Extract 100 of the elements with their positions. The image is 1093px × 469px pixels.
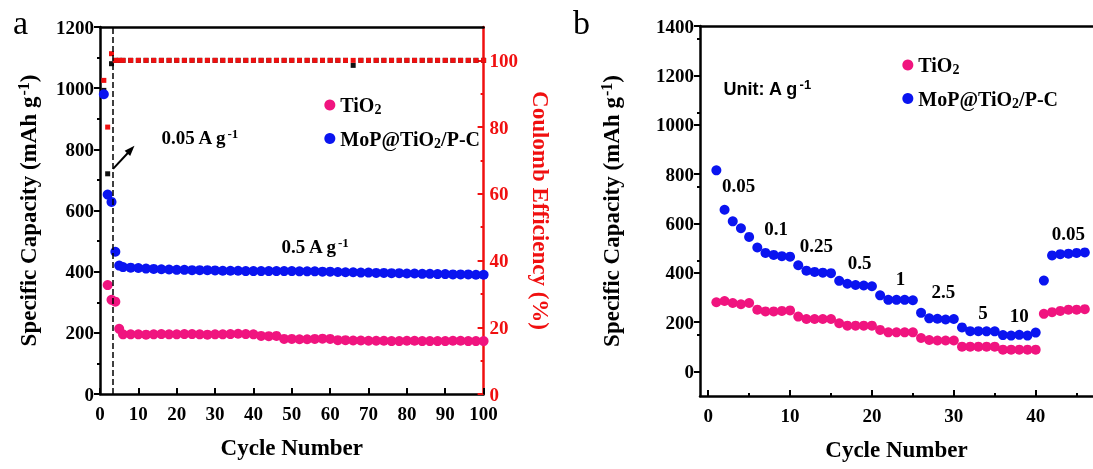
point	[1014, 344, 1025, 355]
annotation: 5	[978, 301, 988, 323]
point	[1038, 308, 1049, 319]
point	[924, 313, 935, 324]
chart-title: a	[13, 3, 29, 41]
point	[350, 57, 356, 63]
point	[1063, 248, 1074, 259]
point	[842, 278, 853, 289]
point	[1079, 247, 1090, 258]
point	[727, 216, 738, 227]
point	[834, 275, 845, 286]
point	[1038, 275, 1049, 286]
point	[793, 260, 804, 271]
y-tick-label: 600	[65, 200, 94, 221]
x-tick-label: 60	[320, 403, 340, 424]
x-axis-title: Cycle Number	[220, 435, 364, 460]
point	[965, 341, 976, 352]
y-tick-label: 400	[65, 261, 94, 283]
point	[866, 281, 877, 292]
point	[785, 251, 796, 262]
point	[1006, 344, 1017, 355]
x-axis-title: Cycle Number	[825, 437, 968, 462]
point	[105, 124, 111, 130]
annotation: 0.5	[847, 252, 872, 274]
point	[101, 77, 107, 83]
point	[826, 314, 836, 325]
point	[98, 89, 109, 100]
point	[957, 322, 967, 333]
point	[801, 265, 812, 276]
point	[1047, 250, 1058, 261]
point	[907, 295, 918, 306]
x-tick-label: 50	[282, 403, 302, 424]
annotation: 0.25	[799, 234, 833, 256]
point	[735, 223, 746, 234]
y2-tick-label: 100	[489, 49, 519, 71]
point	[957, 341, 967, 352]
y-tick-label: 800	[665, 163, 694, 185]
point	[1063, 304, 1074, 315]
point	[785, 305, 796, 316]
x-tick-label: 30	[205, 403, 225, 424]
point	[973, 341, 984, 352]
y-tick-label: 0	[684, 360, 694, 382]
point	[744, 298, 755, 308]
point	[478, 269, 489, 280]
point	[1022, 330, 1033, 341]
point	[989, 326, 1000, 337]
x-tick-label: 40	[243, 403, 263, 424]
x-tick-label: 30	[944, 405, 964, 426]
point	[719, 204, 730, 215]
point	[1055, 305, 1066, 316]
point	[834, 318, 845, 329]
point	[1079, 304, 1090, 315]
point	[1055, 249, 1066, 260]
y-tick-label: 200	[65, 322, 94, 344]
x-tick-label: 40	[1026, 405, 1046, 426]
point	[989, 341, 1000, 352]
x-tick-label: 20	[862, 405, 882, 426]
x-tick-label: 80	[397, 403, 417, 424]
annotation: 0.05	[1051, 222, 1086, 244]
y2-tick-label: 80	[489, 116, 509, 138]
point	[875, 290, 886, 301]
point	[916, 307, 927, 318]
point	[801, 314, 812, 325]
y-tick-label: 200	[665, 311, 694, 333]
point	[932, 335, 943, 346]
y2-tick-label: 60	[489, 183, 509, 205]
point	[932, 313, 943, 324]
y-tick-label: 1000	[656, 114, 694, 136]
point	[997, 330, 1008, 341]
annotation: 0.05	[721, 174, 756, 196]
point	[478, 336, 489, 347]
y-tick-label: 800	[65, 138, 94, 160]
y-tick-label: 0	[84, 383, 94, 405]
point	[752, 304, 763, 315]
annotation: 0.1	[764, 217, 789, 239]
point	[907, 327, 918, 338]
y2-axis-title: Coulomb Efficiency (%)	[528, 91, 553, 330]
point	[948, 314, 959, 325]
point	[105, 171, 111, 177]
x-tick-label: 100	[469, 403, 498, 424]
y2-tick-label: 0	[489, 383, 500, 405]
point	[866, 320, 877, 331]
point	[350, 62, 356, 68]
y-tick-label: 1000	[56, 77, 94, 99]
point	[102, 280, 113, 291]
annotation: 1	[895, 268, 906, 290]
chart-title: b	[573, 3, 590, 41]
point	[1014, 329, 1025, 340]
point	[711, 297, 722, 308]
point	[916, 333, 927, 344]
point	[973, 326, 984, 337]
y-axis-title: Specific Capacity (mAh g-1)	[598, 75, 625, 347]
x-tick-label: 10	[780, 405, 800, 426]
y2-tick-label: 20	[489, 316, 509, 338]
point	[875, 324, 886, 335]
point	[793, 311, 804, 322]
point	[883, 327, 894, 338]
x-tick-label: 20	[167, 403, 187, 424]
x-tick-label: 90	[435, 403, 455, 424]
point	[924, 335, 935, 345]
